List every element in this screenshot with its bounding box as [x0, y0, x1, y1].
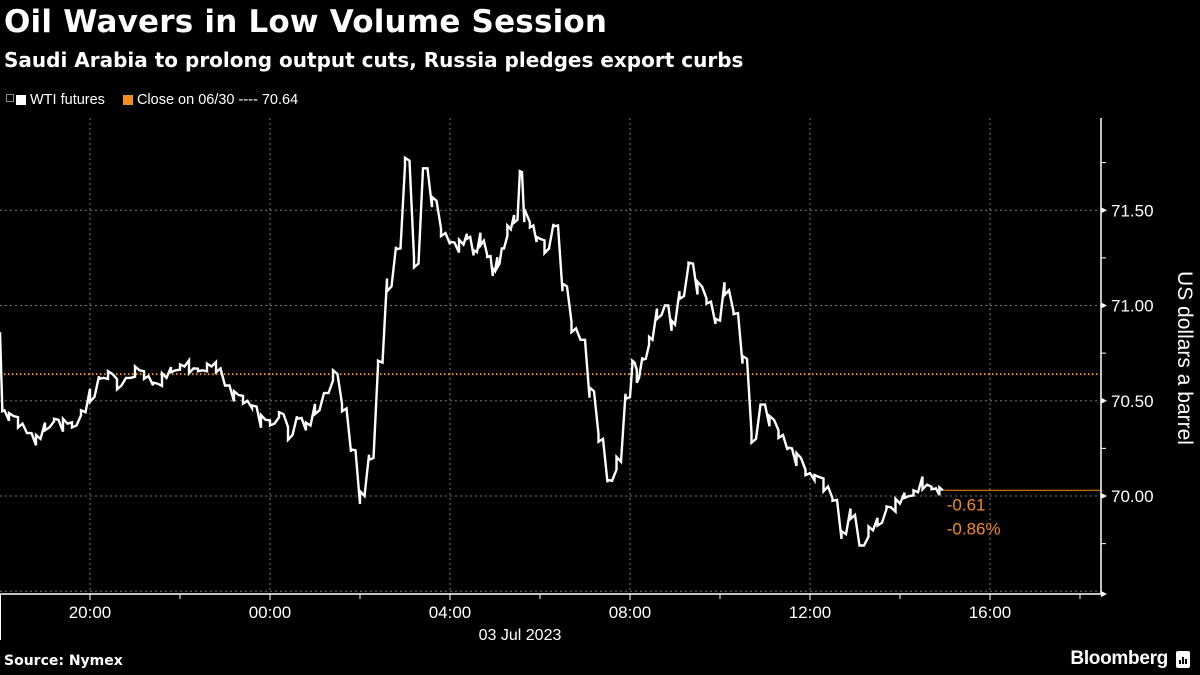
bloomberg-chart-icon: [1176, 650, 1190, 668]
legend-item-close[interactable]: Close on 06/30 ---- 70.64: [122, 92, 299, 108]
x-date-label: 03 Jul 2023: [479, 627, 562, 644]
svg-text:16:00: 16:00: [969, 603, 1012, 622]
svg-text:71.50: 71.50: [1111, 201, 1154, 220]
wti-price-line: [0, 155, 944, 547]
legend-label-close: Close on 06/30 ---- 70.64: [136, 92, 299, 108]
legend-swatch-close: [122, 95, 133, 105]
svg-text:08:00: 08:00: [609, 603, 652, 622]
legend: WTI futures Close on 06/30 ---- 70.64: [6, 92, 316, 108]
change-annotation: -0.61: [947, 495, 986, 514]
axes: 70.00 70.50 71.00 71.50 20:00 00:00 04:00 08:00…: [0, 118, 1154, 640]
svg-text:00:00: 00:00: [249, 603, 292, 622]
svg-text:04:00: 04:00: [429, 603, 472, 622]
legend-item-wti[interactable]: WTI futures: [16, 92, 105, 108]
svg-text:70.50: 70.50: [1111, 392, 1154, 411]
svg-text:70.00: 70.00: [1111, 487, 1154, 506]
svg-text:20:00: 20:00: [69, 603, 112, 622]
y-axis-label: US dollars a barrel: [1173, 271, 1196, 445]
change-pct-annotation: -0.86%: [947, 519, 1001, 538]
svg-text:71.00: 71.00: [1111, 297, 1154, 316]
brand-name: Bloomberg: [1070, 648, 1168, 669]
bloomberg-logo: Bloomberg: [1070, 648, 1190, 670]
gridlines: [0, 118, 1101, 594]
svg-text:12:00: 12:00: [789, 603, 832, 622]
source-note: Source: Nymex: [4, 653, 123, 669]
chart-title: Oil Wavers in Low Volume Session: [4, 4, 608, 40]
legend-collapse-icon[interactable]: [6, 94, 14, 102]
legend-label-wti: WTI futures: [30, 92, 105, 108]
chart-subtitle: Saudi Arabia to prolong output cuts, Rus…: [4, 48, 744, 72]
legend-swatch-wti: [16, 95, 26, 105]
